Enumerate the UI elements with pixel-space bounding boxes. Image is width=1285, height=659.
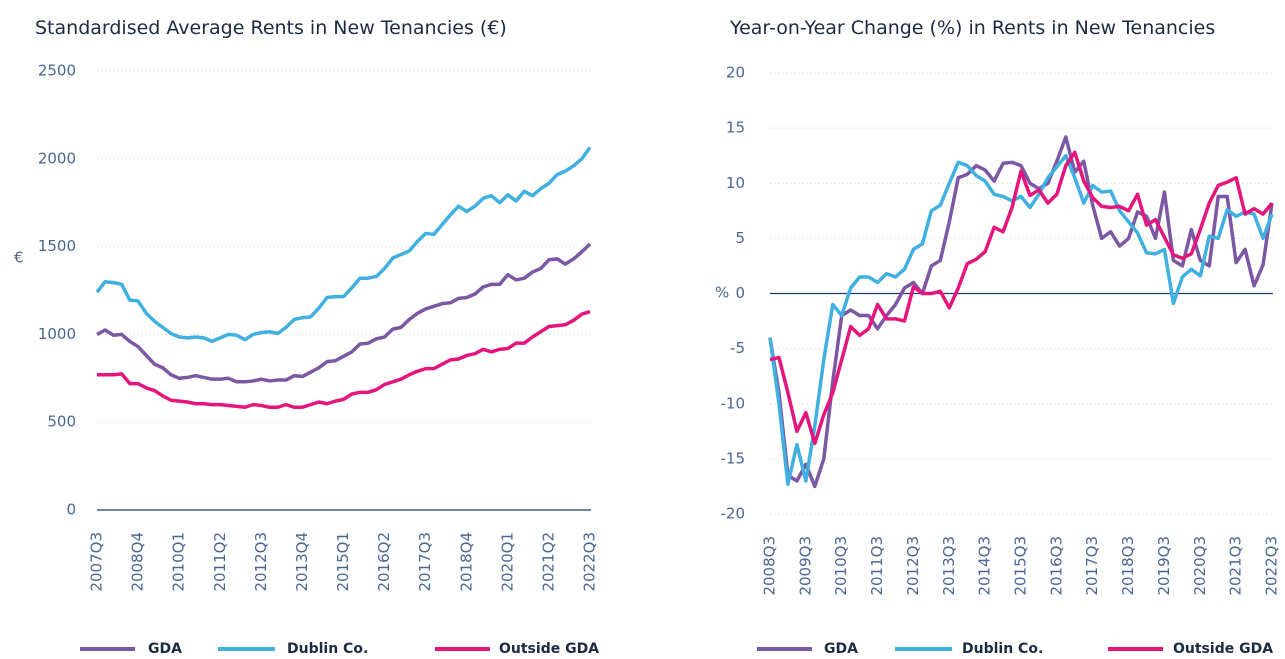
x-tick-label: 2016Q2 xyxy=(375,532,393,592)
chart-title: Standardised Average Rents in New Tenanc… xyxy=(35,17,507,39)
legend-label: Dublin Co. xyxy=(962,641,1043,657)
x-tick-label: 2012Q3 xyxy=(904,536,922,596)
y-tick-label: 1500 xyxy=(38,237,76,255)
y-tick-label: 2000 xyxy=(38,149,76,167)
x-tick-label: 2009Q3 xyxy=(796,536,814,596)
y-axis-label: % xyxy=(715,284,729,302)
legend-label: GDA xyxy=(824,641,858,657)
legend-label: GDA xyxy=(148,641,182,657)
x-tick-label: 2010Q3 xyxy=(832,536,850,596)
x-tick-label: 2022Q3 xyxy=(1263,536,1281,596)
series-line xyxy=(769,150,1274,446)
y-tick-label: 15 xyxy=(726,119,745,137)
x-tick-label: 2010Q1 xyxy=(170,532,188,592)
x-tick-label: 2014Q3 xyxy=(976,536,994,596)
y-tick-label: -20 xyxy=(721,505,746,523)
series-line xyxy=(768,153,1274,486)
x-tick-label: 2013Q3 xyxy=(940,536,958,596)
x-tick-label: 2008Q4 xyxy=(129,532,147,592)
x-tick-label: 2018Q3 xyxy=(1119,536,1137,596)
series-line xyxy=(95,146,592,344)
legend-label: Outside GDA xyxy=(499,641,599,657)
x-tick-label: 2022Q3 xyxy=(581,532,599,592)
y-tick-label: -5 xyxy=(730,339,745,357)
y-tick-label: 1000 xyxy=(38,325,76,343)
x-tick-label: 2008Q3 xyxy=(761,536,779,596)
x-tick-label: 2011Q2 xyxy=(211,532,229,592)
x-tick-label: 2020Q1 xyxy=(498,532,516,592)
legend-label: Dublin Co. xyxy=(287,641,368,657)
chart-title: Year-on-Year Change (%) in Rents in New … xyxy=(729,17,1215,39)
x-tick-label: 2017Q3 xyxy=(416,532,434,592)
series-line xyxy=(768,135,1274,489)
series-line xyxy=(97,309,591,410)
x-tick-label: 2015Q3 xyxy=(1012,536,1030,596)
y-tick-label: 5 xyxy=(735,229,745,247)
x-tick-label: 2013Q4 xyxy=(293,532,311,592)
x-tick-label: 2012Q3 xyxy=(252,532,270,592)
x-tick-label: 2015Q1 xyxy=(334,532,352,592)
x-tick-label: 2017Q3 xyxy=(1083,536,1101,596)
x-tick-label: 2021Q3 xyxy=(1227,536,1245,596)
y-tick-label: -10 xyxy=(721,394,746,412)
y-tick-label: 10 xyxy=(726,174,745,192)
y-tick-label: -15 xyxy=(721,449,746,467)
y-axis-label: € xyxy=(14,249,24,267)
x-tick-label: 2016Q3 xyxy=(1047,536,1065,596)
y-tick-label: 0 xyxy=(66,501,76,519)
x-tick-label: 2021Q2 xyxy=(539,532,557,592)
x-tick-label: 2007Q3 xyxy=(88,532,106,592)
legend-label: Outside GDA xyxy=(1173,641,1273,657)
y-tick-label: 0 xyxy=(735,284,745,302)
x-tick-label: 2018Q4 xyxy=(457,532,475,592)
y-tick-label: 20 xyxy=(726,64,745,82)
x-tick-label: 2011Q3 xyxy=(868,536,886,596)
series-line xyxy=(96,242,592,384)
y-tick-label: 2500 xyxy=(38,62,76,80)
x-tick-label: 2020Q3 xyxy=(1191,536,1209,596)
y-tick-label: 500 xyxy=(47,413,76,431)
x-tick-label: 2019Q3 xyxy=(1155,536,1173,596)
